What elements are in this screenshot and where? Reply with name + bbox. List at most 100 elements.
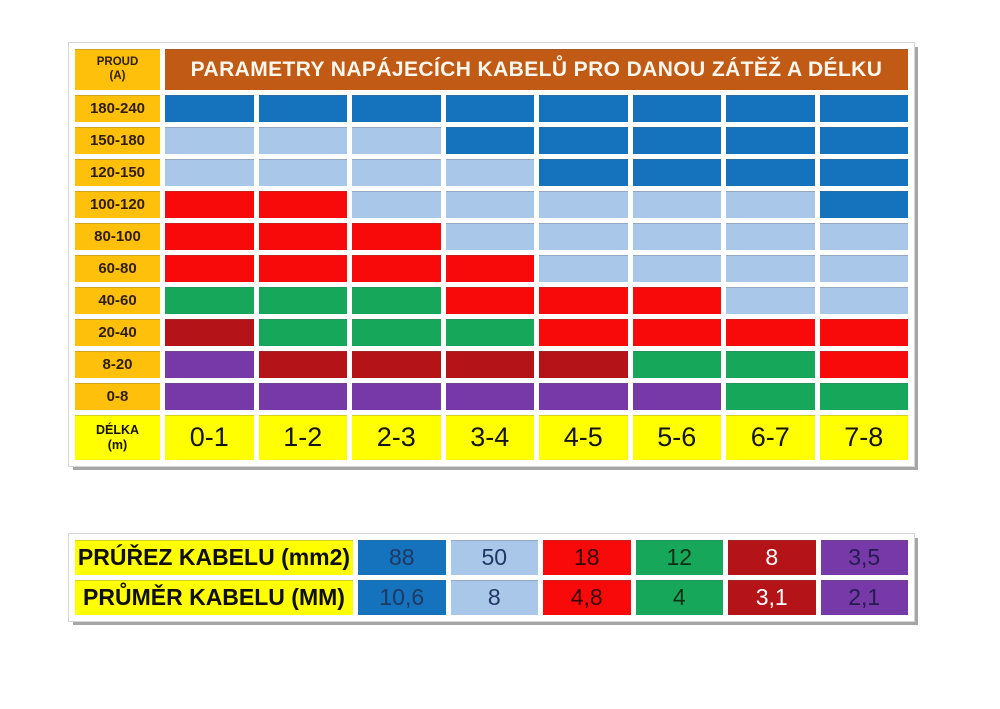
legend-grid: PRÚŘEZ KABELU (mm2) PRŮMĚR KABELU (MM) 8… (75, 540, 908, 615)
cell-20-40A-3-4m-green (445, 319, 534, 346)
cell-180-240A-5-6m-blue (632, 95, 721, 122)
cell-40-60A-7-8m-lightblue (819, 287, 908, 314)
legend-diameter-darkred: 3,1 (728, 580, 816, 615)
legend-diameter-lightblue: 8 (450, 580, 538, 615)
cell-120-150A-0-1m-lightblue (165, 159, 254, 186)
table-title: PARAMETRY NAPÁJECÍCH KABELŮ PRO DANOU ZÁ… (165, 49, 908, 90)
cell-8-20A-4-5m-darkred (539, 351, 628, 378)
cell-20-40A-0-1m-darkred (165, 319, 254, 346)
cell-120-150A-5-6m-blue (632, 159, 721, 186)
legend-cross-section-red: 18 (543, 540, 631, 575)
cell-40-60A-0-1m-green (165, 287, 254, 314)
row-label-80-100: 80-100 (75, 223, 160, 250)
cell-40-60A-6-7m-lightblue (726, 287, 815, 314)
cell-0-8A-3-4m-purple (445, 383, 534, 410)
cell-150-180A-3-4m-blue (445, 127, 534, 154)
cell-80-100A-6-7m-lightblue (726, 223, 815, 250)
legend-cross-section-darkred: 8 (728, 540, 816, 575)
cell-60-80A-4-5m-lightblue (539, 255, 628, 282)
cell-60-80A-5-6m-lightblue (632, 255, 721, 282)
cell-40-60A-5-6m-red (632, 287, 721, 314)
cell-120-150A-4-5m-blue (539, 159, 628, 186)
col-axis-header-line1: DÉLKA (95, 422, 140, 437)
cell-150-180A-0-1m-lightblue (165, 127, 254, 154)
cable-parameters-grid: PROUD (A) PARAMETRY NAPÁJECÍCH KABELŮ PR… (75, 49, 908, 460)
cell-0-8A-5-6m-purple (632, 383, 721, 410)
col-label-4-5: 4-5 (539, 415, 628, 460)
legend-diameter-blue: 10,6 (358, 580, 446, 615)
legend-cross-section-purple: 3,5 (820, 540, 908, 575)
cell-150-180A-4-5m-blue (539, 127, 628, 154)
cell-100-120A-3-4m-lightblue (445, 191, 534, 218)
col-axis-header-line2: (m) (107, 437, 128, 452)
row-label-180-240: 180-240 (75, 95, 160, 122)
cell-20-40A-5-6m-red (632, 319, 721, 346)
cell-100-120A-7-8m-blue (819, 191, 908, 218)
cell-80-100A-2-3m-red (352, 223, 441, 250)
row-axis-header-line2: (A) (109, 69, 126, 82)
cell-150-180A-1-2m-lightblue (258, 127, 347, 154)
legend-table: PRÚŘEZ KABELU (mm2) PRŮMĚR KABELU (MM) 8… (68, 533, 915, 622)
cell-120-150A-2-3m-lightblue (352, 159, 441, 186)
cell-80-100A-4-5m-lightblue (539, 223, 628, 250)
cell-20-40A-2-3m-green (352, 319, 441, 346)
row-axis-header: PROUD (A) (75, 49, 160, 90)
row-label-8-20: 8-20 (75, 351, 160, 378)
row-label-20-40: 20-40 (75, 319, 160, 346)
cell-60-80A-7-8m-lightblue (819, 255, 908, 282)
cell-120-150A-1-2m-lightblue (258, 159, 347, 186)
col-label-5-6: 5-6 (632, 415, 721, 460)
col-label-0-1: 0-1 (165, 415, 254, 460)
legend-diameter-red: 4,8 (543, 580, 631, 615)
cell-150-180A-2-3m-lightblue (352, 127, 441, 154)
row-label-150-180: 150-180 (75, 127, 160, 154)
cell-20-40A-6-7m-red (726, 319, 815, 346)
cell-20-40A-1-2m-green (258, 319, 347, 346)
cell-20-40A-4-5m-red (539, 319, 628, 346)
cell-60-80A-2-3m-red (352, 255, 441, 282)
cell-60-80A-1-2m-red (258, 255, 347, 282)
cell-120-150A-7-8m-blue (819, 159, 908, 186)
cell-80-100A-3-4m-lightblue (445, 223, 534, 250)
col-label-7-8: 7-8 (819, 415, 908, 460)
row-label-120-150: 120-150 (75, 159, 160, 186)
cell-180-240A-6-7m-blue (726, 95, 815, 122)
cell-180-240A-2-3m-blue (352, 95, 441, 122)
legend-diameter-purple: 2,1 (820, 580, 908, 615)
cell-150-180A-7-8m-blue (819, 127, 908, 154)
cell-180-240A-1-2m-blue (258, 95, 347, 122)
col-label-1-2: 1-2 (258, 415, 347, 460)
col-label-6-7: 6-7 (726, 415, 815, 460)
cell-100-120A-5-6m-lightblue (632, 191, 721, 218)
cell-60-80A-0-1m-red (165, 255, 254, 282)
cell-100-120A-0-1m-red (165, 191, 254, 218)
col-label-2-3: 2-3 (352, 415, 441, 460)
legend-row1-label: PRÚŘEZ KABELU (mm2) (75, 540, 353, 575)
cell-100-120A-4-5m-lightblue (539, 191, 628, 218)
cell-8-20A-6-7m-green (726, 351, 815, 378)
cell-8-20A-0-1m-purple (165, 351, 254, 378)
cell-8-20A-2-3m-darkred (352, 351, 441, 378)
cell-180-240A-7-8m-blue (819, 95, 908, 122)
cell-40-60A-3-4m-red (445, 287, 534, 314)
cell-120-150A-3-4m-lightblue (445, 159, 534, 186)
col-label-3-4: 3-4 (445, 415, 534, 460)
legend-cross-section-blue: 88 (358, 540, 446, 575)
legend-cross-section-lightblue: 50 (450, 540, 538, 575)
cell-150-180A-5-6m-blue (632, 127, 721, 154)
cell-0-8A-2-3m-purple (352, 383, 441, 410)
legend-row2-label: PRŮMĚR KABELU (MM) (75, 580, 353, 615)
row-axis-header-line1: PROUD (96, 56, 139, 69)
cell-180-240A-3-4m-blue (445, 95, 534, 122)
cell-8-20A-7-8m-red (819, 351, 908, 378)
cell-40-60A-4-5m-red (539, 287, 628, 314)
cell-150-180A-6-7m-blue (726, 127, 815, 154)
cell-120-150A-6-7m-blue (726, 159, 815, 186)
cable-parameters-table: PROUD (A) PARAMETRY NAPÁJECÍCH KABELŮ PR… (68, 42, 915, 467)
cell-0-8A-7-8m-green (819, 383, 908, 410)
cell-100-120A-1-2m-red (258, 191, 347, 218)
cell-0-8A-1-2m-purple (258, 383, 347, 410)
col-axis-header: DÉLKA (m) (75, 415, 160, 460)
cell-0-8A-6-7m-green (726, 383, 815, 410)
